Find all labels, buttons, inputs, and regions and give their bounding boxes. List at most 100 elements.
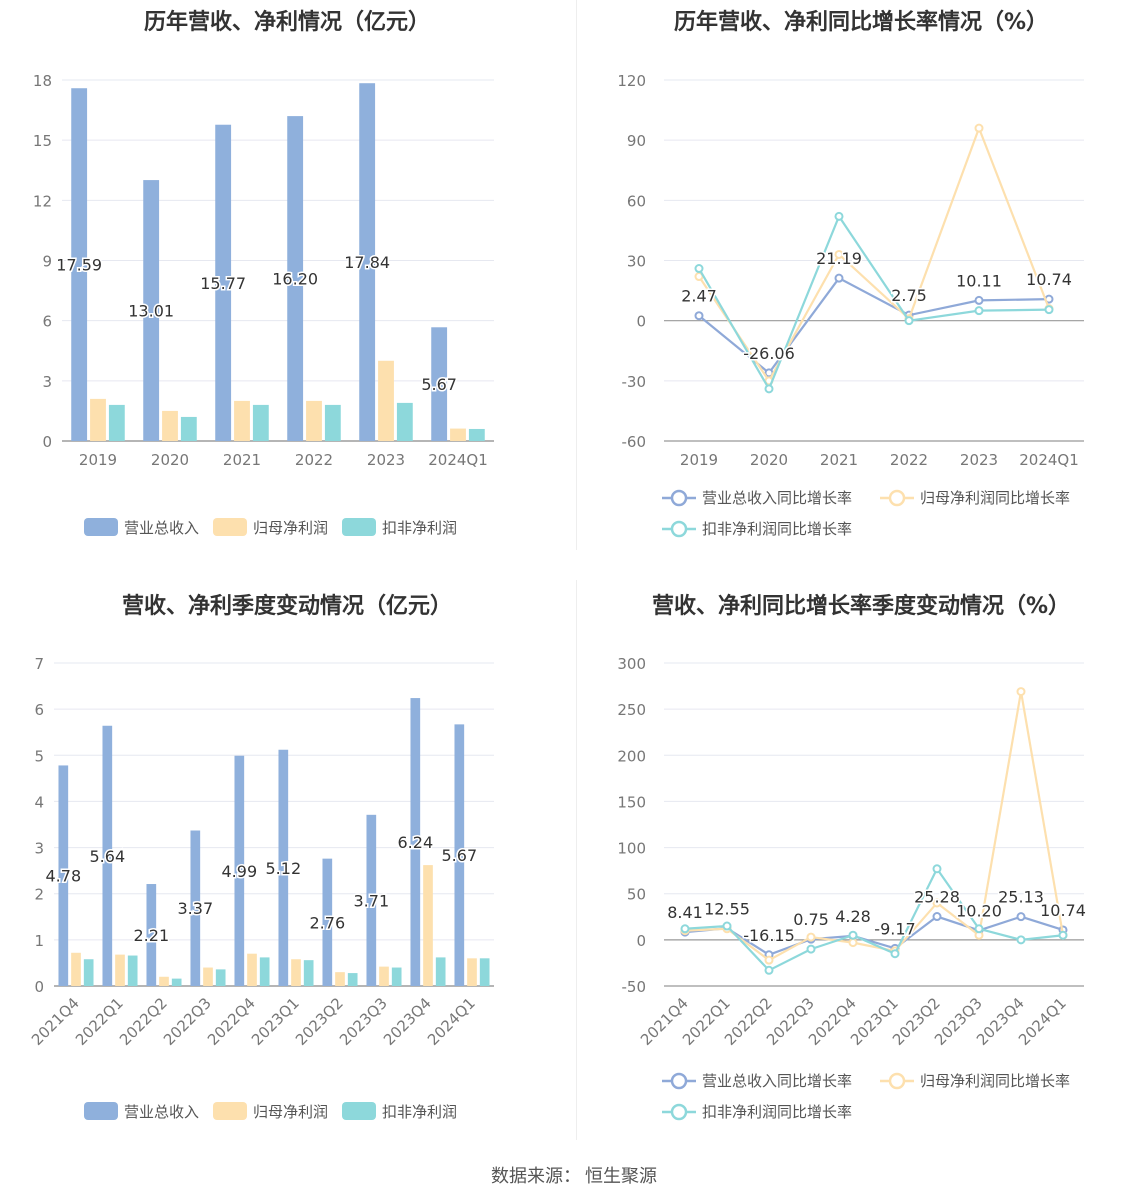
data-label: 25.28 [914, 888, 960, 907]
series-line [698, 125, 1051, 383]
bar-revenue [322, 858, 333, 986]
data-label: 21.19 [816, 249, 862, 268]
y-tick-label: 0 [34, 978, 44, 996]
data-label: 8.41 [667, 903, 703, 922]
y-tick-label: 0 [636, 313, 646, 331]
y-tick-label: 4 [34, 793, 44, 811]
data-point [834, 273, 844, 283]
data-label: 12.55 [704, 899, 750, 918]
bar-net-profit [423, 865, 433, 986]
bar-revenue [102, 725, 113, 986]
bar-deducted-profit [83, 959, 94, 986]
legend-label: 归母净利润 [253, 519, 328, 537]
x-tick-label: 2024Q1 [428, 451, 488, 469]
panel-divider-top [576, 0, 577, 550]
y-tick-label: 3 [42, 373, 52, 391]
data-point [890, 949, 900, 959]
bar-revenue [146, 884, 157, 986]
data-label: 10.74 [1040, 901, 1086, 920]
bar-net-profit [162, 410, 178, 441]
legend-label: 扣非净利润 [382, 1103, 457, 1121]
data-label: 5.67 [421, 375, 457, 394]
data-label: 5.67 [442, 846, 478, 865]
data-label: 10.74 [1026, 270, 1072, 289]
legend-label: 扣非净利润 [382, 519, 457, 537]
y-tick-label: 150 [617, 793, 646, 811]
data-point [1044, 305, 1054, 315]
legend-marker [670, 1103, 688, 1121]
data-label: 3.37 [178, 899, 214, 918]
bar-net-profit [247, 953, 257, 986]
data-point [974, 123, 984, 133]
bar-revenue [431, 327, 448, 441]
y-tick-label: 120 [617, 72, 646, 90]
y-tick-label: 5 [34, 747, 44, 765]
y-tick-label: 2 [34, 886, 44, 904]
x-tick-label: 2022Q4 [204, 994, 259, 1049]
x-tick-label: 2021Q4 [28, 994, 83, 1049]
quarterly-growth-rate-chart: 营收、净利同比增长率季度变动情况（%） -50 0 50 100 150 200 250 30… [574, 584, 1148, 1164]
data-point [764, 384, 774, 394]
y-tick-label: 3 [34, 840, 44, 858]
x-tick-label: 2019 [680, 451, 718, 469]
data-point [1016, 912, 1026, 922]
chart-title: 历年营收、净利同比增长率情况（%） [673, 10, 1049, 35]
x-tick-label: 2022Q1 [72, 994, 127, 1049]
legend-label: 营业总收入同比增长率 [702, 1072, 852, 1090]
data-point [834, 211, 844, 221]
bar-revenue [410, 698, 421, 986]
bar-net-profit [291, 959, 301, 986]
annual-revenue-profit-chart: 历年营收、净利情况（亿元） 0 3 6 9 12 15 18 2019 2020 2021 2022… [0, 0, 574, 580]
legend-marker [670, 520, 688, 538]
bar-deducted-profit [396, 402, 413, 441]
data-source-label: 数据来源： [491, 1166, 581, 1187]
bar-deducted-profit [215, 969, 226, 986]
data-label: 10.11 [956, 271, 1002, 290]
y-tick-label: -60 [622, 433, 647, 451]
bar-deducted-profit [252, 404, 269, 441]
bar-revenue [366, 814, 377, 986]
legend-label: 营业总收入 [124, 519, 199, 537]
annual-growth-rate-chart: 历年营收、净利同比增长率情况（%） -60 -30 0 30 60 90 120 2019 20… [574, 0, 1148, 580]
bar-deducted-profit [127, 955, 138, 986]
bar-deducted-profit [435, 957, 446, 986]
data-source: 数据来源： 恒生聚源 [0, 1162, 1148, 1188]
bar-net-profit [234, 400, 250, 441]
bar-revenue [278, 749, 289, 986]
x-tick-label: 2024Q1 [424, 994, 479, 1049]
legend-swatch [84, 1102, 118, 1120]
y-tick-label: 6 [34, 701, 44, 719]
y-tick-label: 15 [33, 132, 52, 150]
data-label: 2.75 [891, 286, 927, 305]
chart-svg: 012345672021Q42022Q12022Q22022Q32022Q420… [28, 655, 494, 1121]
data-point [694, 311, 704, 321]
data-label: 13.01 [128, 302, 174, 321]
legend-marker [670, 489, 688, 507]
x-tick-label: 2022Q3 [160, 994, 215, 1049]
y-tick-label: 100 [617, 840, 646, 858]
data-point [848, 938, 858, 948]
data-point [974, 295, 984, 305]
bar-deducted-profit [468, 428, 485, 441]
bar-deducted-profit [479, 958, 490, 986]
bar-deducted-profit [171, 978, 182, 986]
y-tick-label: 30 [627, 253, 646, 271]
legend-swatch [213, 1102, 247, 1120]
legend-swatch [342, 518, 376, 536]
y-tick-label: 9 [42, 253, 52, 271]
data-label: -16.15 [743, 926, 795, 945]
x-tick-label: 2022Q2 [116, 994, 171, 1049]
legend-label: 归母净利润 [253, 1103, 328, 1121]
data-label: 3.71 [354, 891, 390, 910]
legend-marker [888, 1072, 906, 1090]
data-point [680, 924, 690, 934]
bar-net-profit [90, 398, 106, 441]
x-tick-label: 2023Q2 [292, 994, 347, 1049]
data-label: 5.12 [266, 859, 302, 878]
y-tick-label: 200 [617, 747, 646, 765]
data-point [974, 306, 984, 316]
y-tick-label: 50 [627, 886, 646, 904]
bar-net-profit [203, 967, 213, 986]
series-line [698, 214, 1050, 392]
bar-revenue [58, 765, 69, 986]
